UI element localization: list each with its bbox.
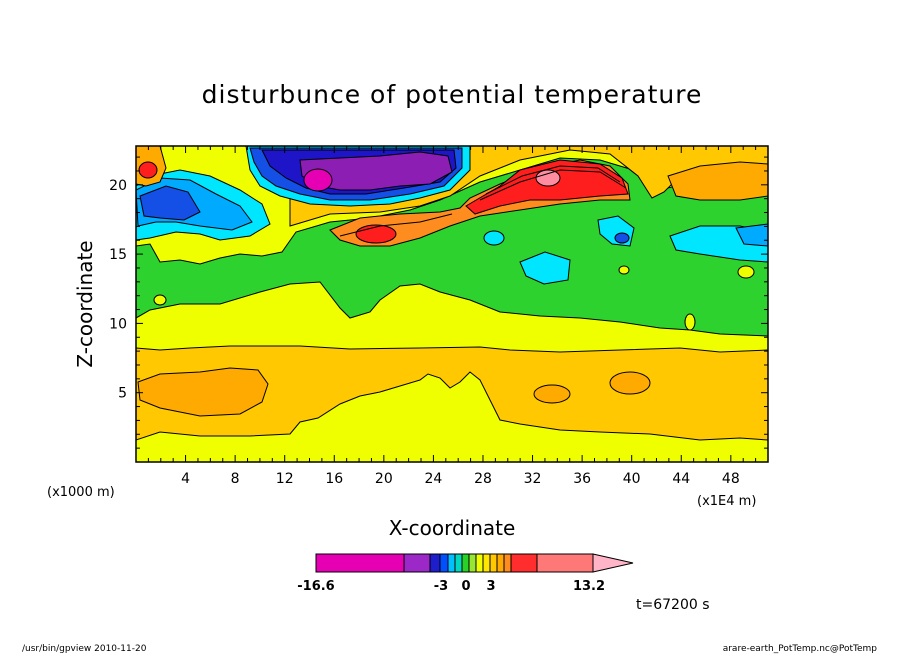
colorbar-segment bbox=[447, 553, 456, 573]
patch-pink-upper bbox=[535, 169, 561, 187]
patch-cyan-right2 bbox=[519, 251, 571, 285]
x-tick-label: 36 bbox=[573, 471, 591, 487]
colorbar-segment bbox=[454, 553, 463, 573]
colorbar-segment bbox=[510, 553, 538, 573]
x-tick-label: 8 bbox=[231, 471, 240, 487]
colorbar-segment bbox=[482, 553, 491, 573]
plot-frame bbox=[135, 145, 769, 463]
patch-magenta-top bbox=[303, 168, 333, 192]
patch-yellow-small1 bbox=[618, 265, 630, 275]
colorbar-segment bbox=[461, 553, 470, 573]
x-tick-label: 24 bbox=[424, 471, 442, 487]
x-tick-label: 32 bbox=[524, 471, 542, 487]
y-axis-label: Z-coordinate bbox=[73, 240, 97, 367]
patch-red-lower bbox=[355, 224, 397, 244]
patch-red-upper bbox=[465, 159, 629, 215]
patch-yellow-small4 bbox=[684, 313, 696, 331]
x-axis-ticks: 4 8 12 16 20 24 28 32 36 40 44 48 bbox=[147, 146, 769, 487]
patch-orange-right2 bbox=[609, 371, 651, 395]
colorbar bbox=[315, 553, 634, 573]
patch-cyan-small-mid bbox=[483, 230, 505, 246]
colorbar-segment bbox=[429, 553, 441, 573]
contour-line-1 bbox=[479, 169, 627, 201]
colorbar-segment bbox=[496, 553, 505, 573]
heatmap-plot-area bbox=[136, 146, 768, 462]
x-tick-label: 4 bbox=[181, 471, 190, 487]
contour-line-3 bbox=[339, 213, 453, 237]
y-axis-unit: (x1E4 m) bbox=[697, 494, 756, 509]
contour-line-2 bbox=[485, 165, 621, 195]
y-tick-label: 5 bbox=[118, 386, 127, 402]
x-tick-label: 16 bbox=[325, 471, 343, 487]
footer-right: arare-earth_PotTemp.nc@PotTemp bbox=[723, 644, 878, 654]
y-tick-label: 15 bbox=[109, 247, 127, 263]
colorbar-segment bbox=[536, 553, 594, 573]
patch-blue-left bbox=[139, 185, 201, 221]
x-tick-label: 20 bbox=[375, 471, 393, 487]
chart-title: disturbunce of potential temperature bbox=[202, 80, 703, 109]
patch-yellow-small3 bbox=[153, 294, 167, 306]
colorbar-segment bbox=[315, 553, 405, 573]
y-tick-label: 20 bbox=[109, 178, 127, 194]
colorbar-labels: -16.6 -3 0 3 13.2 bbox=[297, 579, 605, 594]
x-tick-label: 12 bbox=[276, 471, 294, 487]
colorbar-label: -16.6 bbox=[297, 579, 334, 594]
patch-orange-left bbox=[137, 367, 269, 417]
colorbar-segment bbox=[475, 553, 484, 573]
patch-blue-small-right bbox=[614, 232, 630, 244]
footer-left: /usr/bin/gpview 2010-11-20 bbox=[22, 644, 147, 654]
colorbar-segment bbox=[403, 553, 431, 573]
colorbar-segment bbox=[439, 553, 449, 573]
time-label: t=67200 s bbox=[636, 597, 710, 613]
x-tick-label: 48 bbox=[722, 471, 740, 487]
colorbar-segment bbox=[503, 553, 512, 573]
y-tick-label: 10 bbox=[109, 316, 127, 332]
colorbar-segment bbox=[489, 553, 498, 573]
patch-orange-right1 bbox=[533, 384, 571, 404]
colorbar-label: 13.2 bbox=[573, 579, 605, 594]
y-axis-ticks: 5 10 15 20 bbox=[109, 156, 768, 449]
patch-red-corner bbox=[138, 161, 158, 179]
colorbar-label: 0 bbox=[461, 579, 470, 594]
patch-yellow-small2 bbox=[737, 265, 755, 279]
x-tick-label: 44 bbox=[672, 471, 690, 487]
colorbar-segment bbox=[468, 553, 477, 573]
x-axis-label: X-coordinate bbox=[389, 516, 516, 540]
colorbar-arrow bbox=[592, 553, 634, 573]
band-orange-mid bbox=[136, 345, 768, 441]
x-tick-label: 40 bbox=[623, 471, 641, 487]
x-axis-unit: (x1000 m) bbox=[47, 485, 115, 500]
colorbar-label: 3 bbox=[486, 579, 495, 594]
patch-lightblue-right bbox=[735, 223, 768, 247]
colorbar-label: -3 bbox=[434, 579, 448, 594]
patch-orange-right-top bbox=[667, 161, 768, 201]
x-tick-label: 28 bbox=[474, 471, 492, 487]
